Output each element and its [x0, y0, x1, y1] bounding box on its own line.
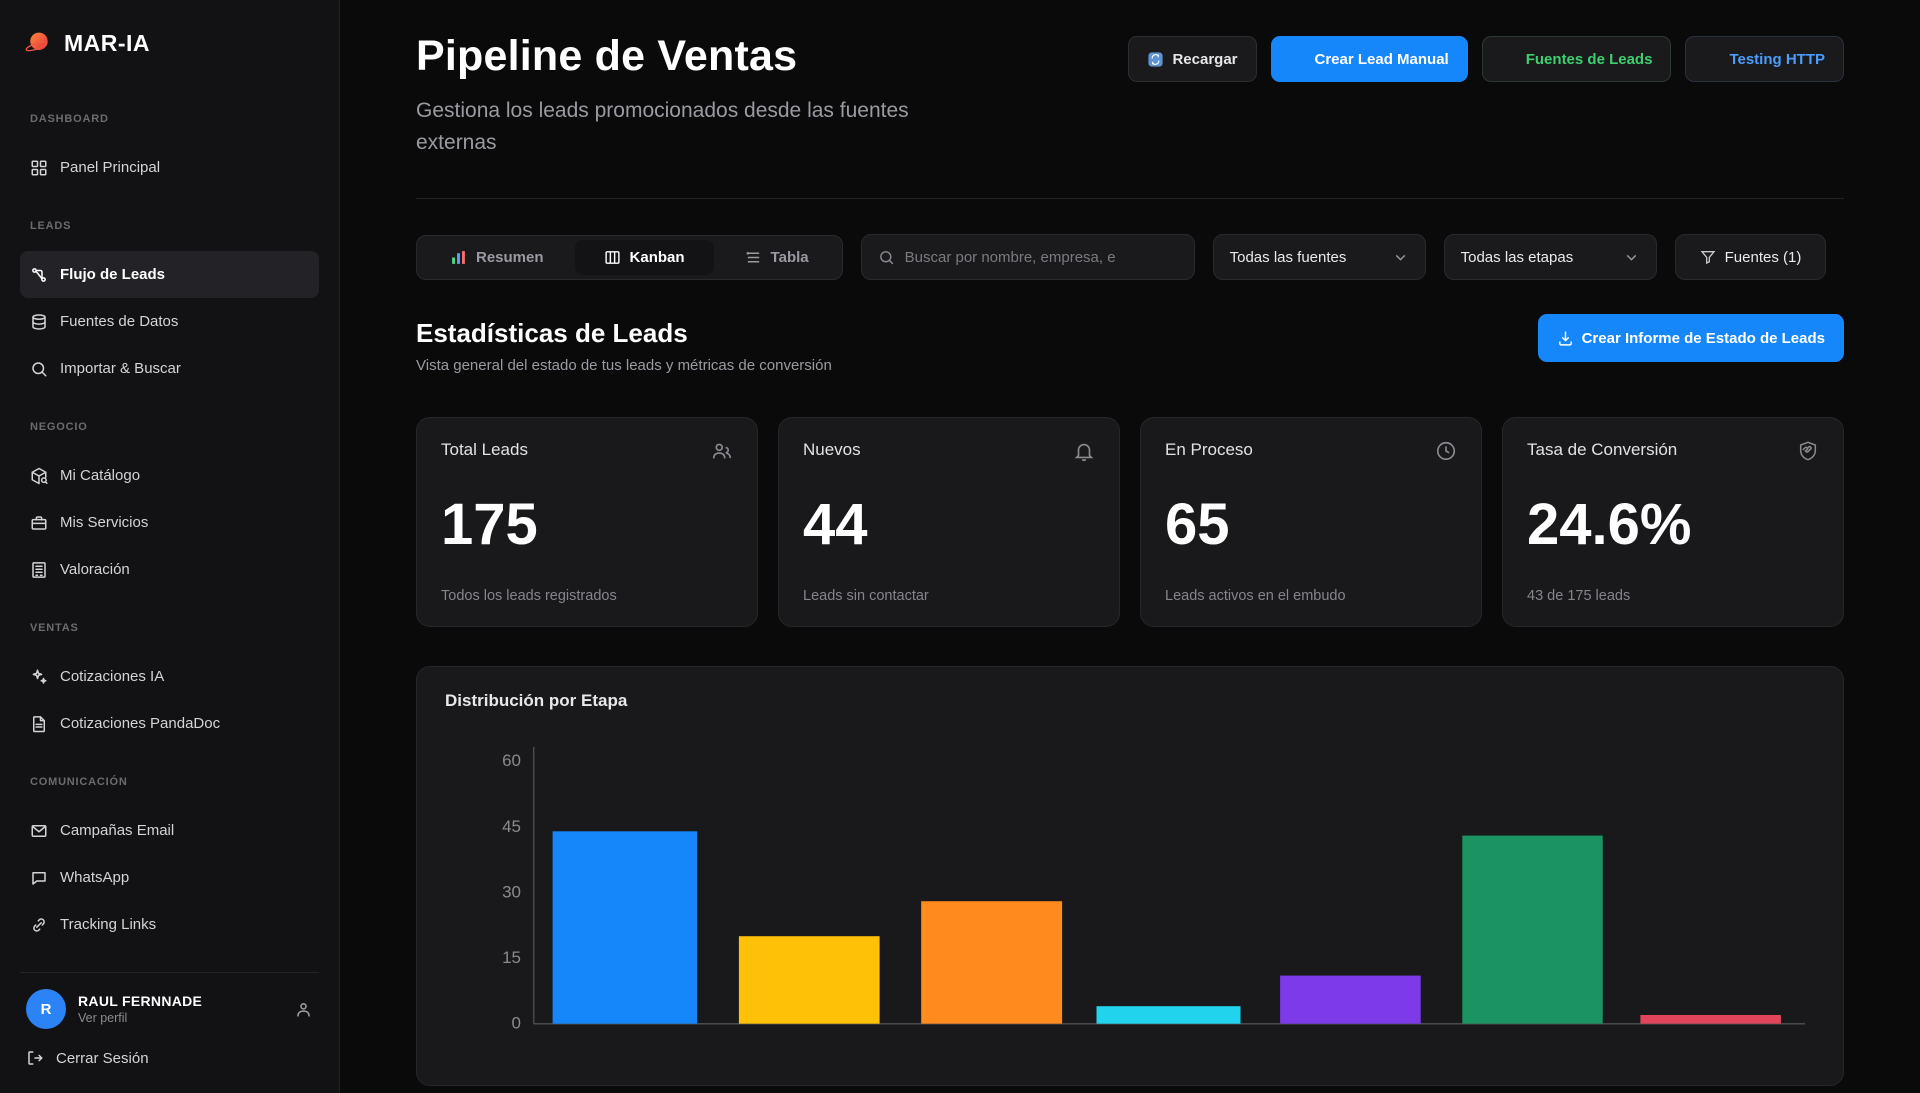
svg-text:15: 15: [502, 948, 521, 967]
svg-text:60: 60: [502, 751, 521, 770]
svg-text:30: 30: [502, 883, 521, 902]
svg-text:45: 45: [502, 817, 521, 836]
svg-text:0: 0: [512, 1014, 521, 1033]
